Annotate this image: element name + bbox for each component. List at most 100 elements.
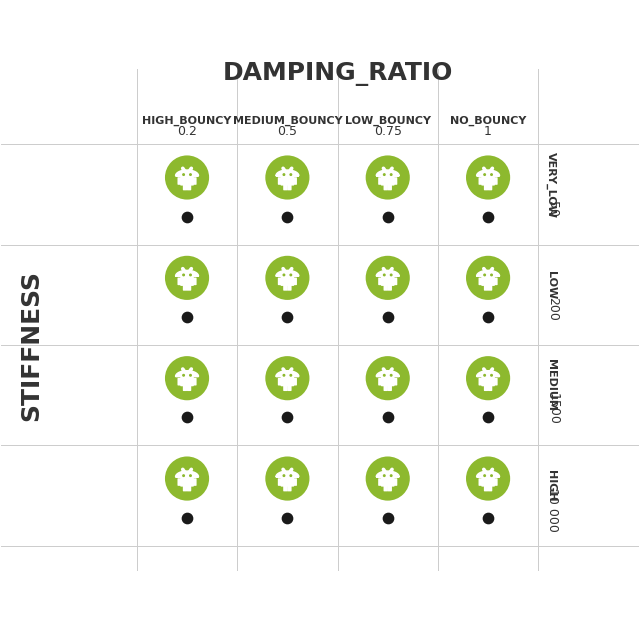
Polygon shape: [175, 371, 198, 376]
FancyBboxPatch shape: [278, 278, 282, 285]
Polygon shape: [276, 170, 299, 176]
FancyBboxPatch shape: [278, 177, 282, 185]
Circle shape: [491, 475, 492, 476]
FancyBboxPatch shape: [280, 376, 294, 387]
FancyBboxPatch shape: [484, 285, 488, 291]
Text: VERY_LOW: VERY_LOW: [547, 152, 557, 218]
Polygon shape: [376, 270, 399, 276]
Circle shape: [484, 374, 485, 376]
FancyBboxPatch shape: [177, 177, 181, 185]
FancyBboxPatch shape: [494, 378, 498, 385]
FancyBboxPatch shape: [481, 477, 495, 486]
FancyBboxPatch shape: [183, 184, 188, 190]
Polygon shape: [175, 170, 198, 176]
FancyBboxPatch shape: [378, 478, 382, 486]
Point: [483, 312, 493, 322]
Circle shape: [491, 274, 492, 276]
FancyBboxPatch shape: [387, 385, 392, 391]
Polygon shape: [276, 371, 299, 376]
Polygon shape: [376, 471, 399, 477]
Circle shape: [365, 456, 410, 500]
Circle shape: [390, 475, 392, 476]
Circle shape: [266, 156, 310, 200]
Point: [383, 412, 393, 422]
Circle shape: [283, 475, 285, 476]
Text: DAMPING_RATIO: DAMPING_RATIO: [222, 62, 452, 86]
FancyBboxPatch shape: [180, 376, 194, 387]
FancyBboxPatch shape: [177, 378, 181, 385]
FancyBboxPatch shape: [278, 478, 282, 486]
FancyBboxPatch shape: [381, 477, 394, 486]
FancyBboxPatch shape: [287, 385, 292, 391]
Circle shape: [290, 374, 292, 376]
FancyBboxPatch shape: [193, 278, 196, 285]
FancyBboxPatch shape: [494, 478, 498, 486]
Text: MEDIUM: MEDIUM: [547, 359, 556, 411]
FancyBboxPatch shape: [177, 478, 181, 486]
Circle shape: [283, 374, 285, 376]
Circle shape: [189, 174, 191, 175]
Point: [182, 312, 192, 322]
FancyBboxPatch shape: [484, 485, 488, 492]
Circle shape: [266, 356, 310, 400]
Circle shape: [365, 156, 410, 200]
FancyBboxPatch shape: [479, 177, 483, 185]
Circle shape: [189, 475, 191, 476]
FancyBboxPatch shape: [287, 184, 292, 190]
Circle shape: [491, 374, 492, 376]
FancyBboxPatch shape: [383, 385, 388, 391]
Circle shape: [290, 174, 292, 175]
FancyBboxPatch shape: [394, 278, 397, 285]
Circle shape: [189, 374, 191, 376]
Circle shape: [165, 356, 209, 400]
Circle shape: [283, 274, 285, 276]
FancyBboxPatch shape: [481, 276, 495, 286]
Circle shape: [466, 456, 510, 500]
FancyBboxPatch shape: [187, 485, 191, 492]
Polygon shape: [477, 471, 500, 477]
FancyBboxPatch shape: [381, 175, 394, 186]
Point: [282, 412, 292, 422]
FancyBboxPatch shape: [488, 385, 492, 391]
FancyBboxPatch shape: [394, 177, 397, 185]
Circle shape: [165, 256, 209, 300]
Point: [182, 211, 192, 221]
Text: HIGH_BOUNCY: HIGH_BOUNCY: [142, 116, 232, 126]
Text: HIGH: HIGH: [547, 470, 556, 501]
Point: [282, 312, 292, 322]
Polygon shape: [477, 170, 500, 176]
FancyBboxPatch shape: [378, 177, 382, 185]
FancyBboxPatch shape: [488, 485, 492, 492]
FancyBboxPatch shape: [484, 385, 488, 391]
FancyBboxPatch shape: [280, 477, 294, 486]
Circle shape: [290, 475, 292, 476]
FancyBboxPatch shape: [283, 184, 287, 190]
FancyBboxPatch shape: [187, 385, 191, 391]
FancyBboxPatch shape: [378, 278, 382, 285]
FancyBboxPatch shape: [283, 285, 287, 291]
FancyBboxPatch shape: [283, 385, 287, 391]
FancyBboxPatch shape: [387, 285, 392, 291]
Text: 200: 200: [547, 297, 559, 321]
Point: [282, 211, 292, 221]
Point: [383, 513, 393, 523]
Circle shape: [390, 374, 392, 376]
FancyBboxPatch shape: [280, 276, 294, 286]
FancyBboxPatch shape: [488, 184, 492, 190]
Point: [483, 211, 493, 221]
FancyBboxPatch shape: [280, 175, 294, 186]
FancyBboxPatch shape: [479, 378, 483, 385]
Text: 1: 1: [484, 125, 492, 138]
FancyBboxPatch shape: [180, 276, 194, 286]
Circle shape: [484, 174, 485, 175]
Point: [182, 412, 192, 422]
Circle shape: [466, 156, 510, 200]
Circle shape: [466, 356, 510, 400]
Circle shape: [484, 274, 485, 276]
FancyBboxPatch shape: [193, 478, 196, 486]
Text: LOW: LOW: [547, 271, 556, 299]
Circle shape: [390, 174, 392, 175]
Point: [483, 513, 493, 523]
FancyBboxPatch shape: [387, 184, 392, 190]
Circle shape: [183, 374, 184, 376]
